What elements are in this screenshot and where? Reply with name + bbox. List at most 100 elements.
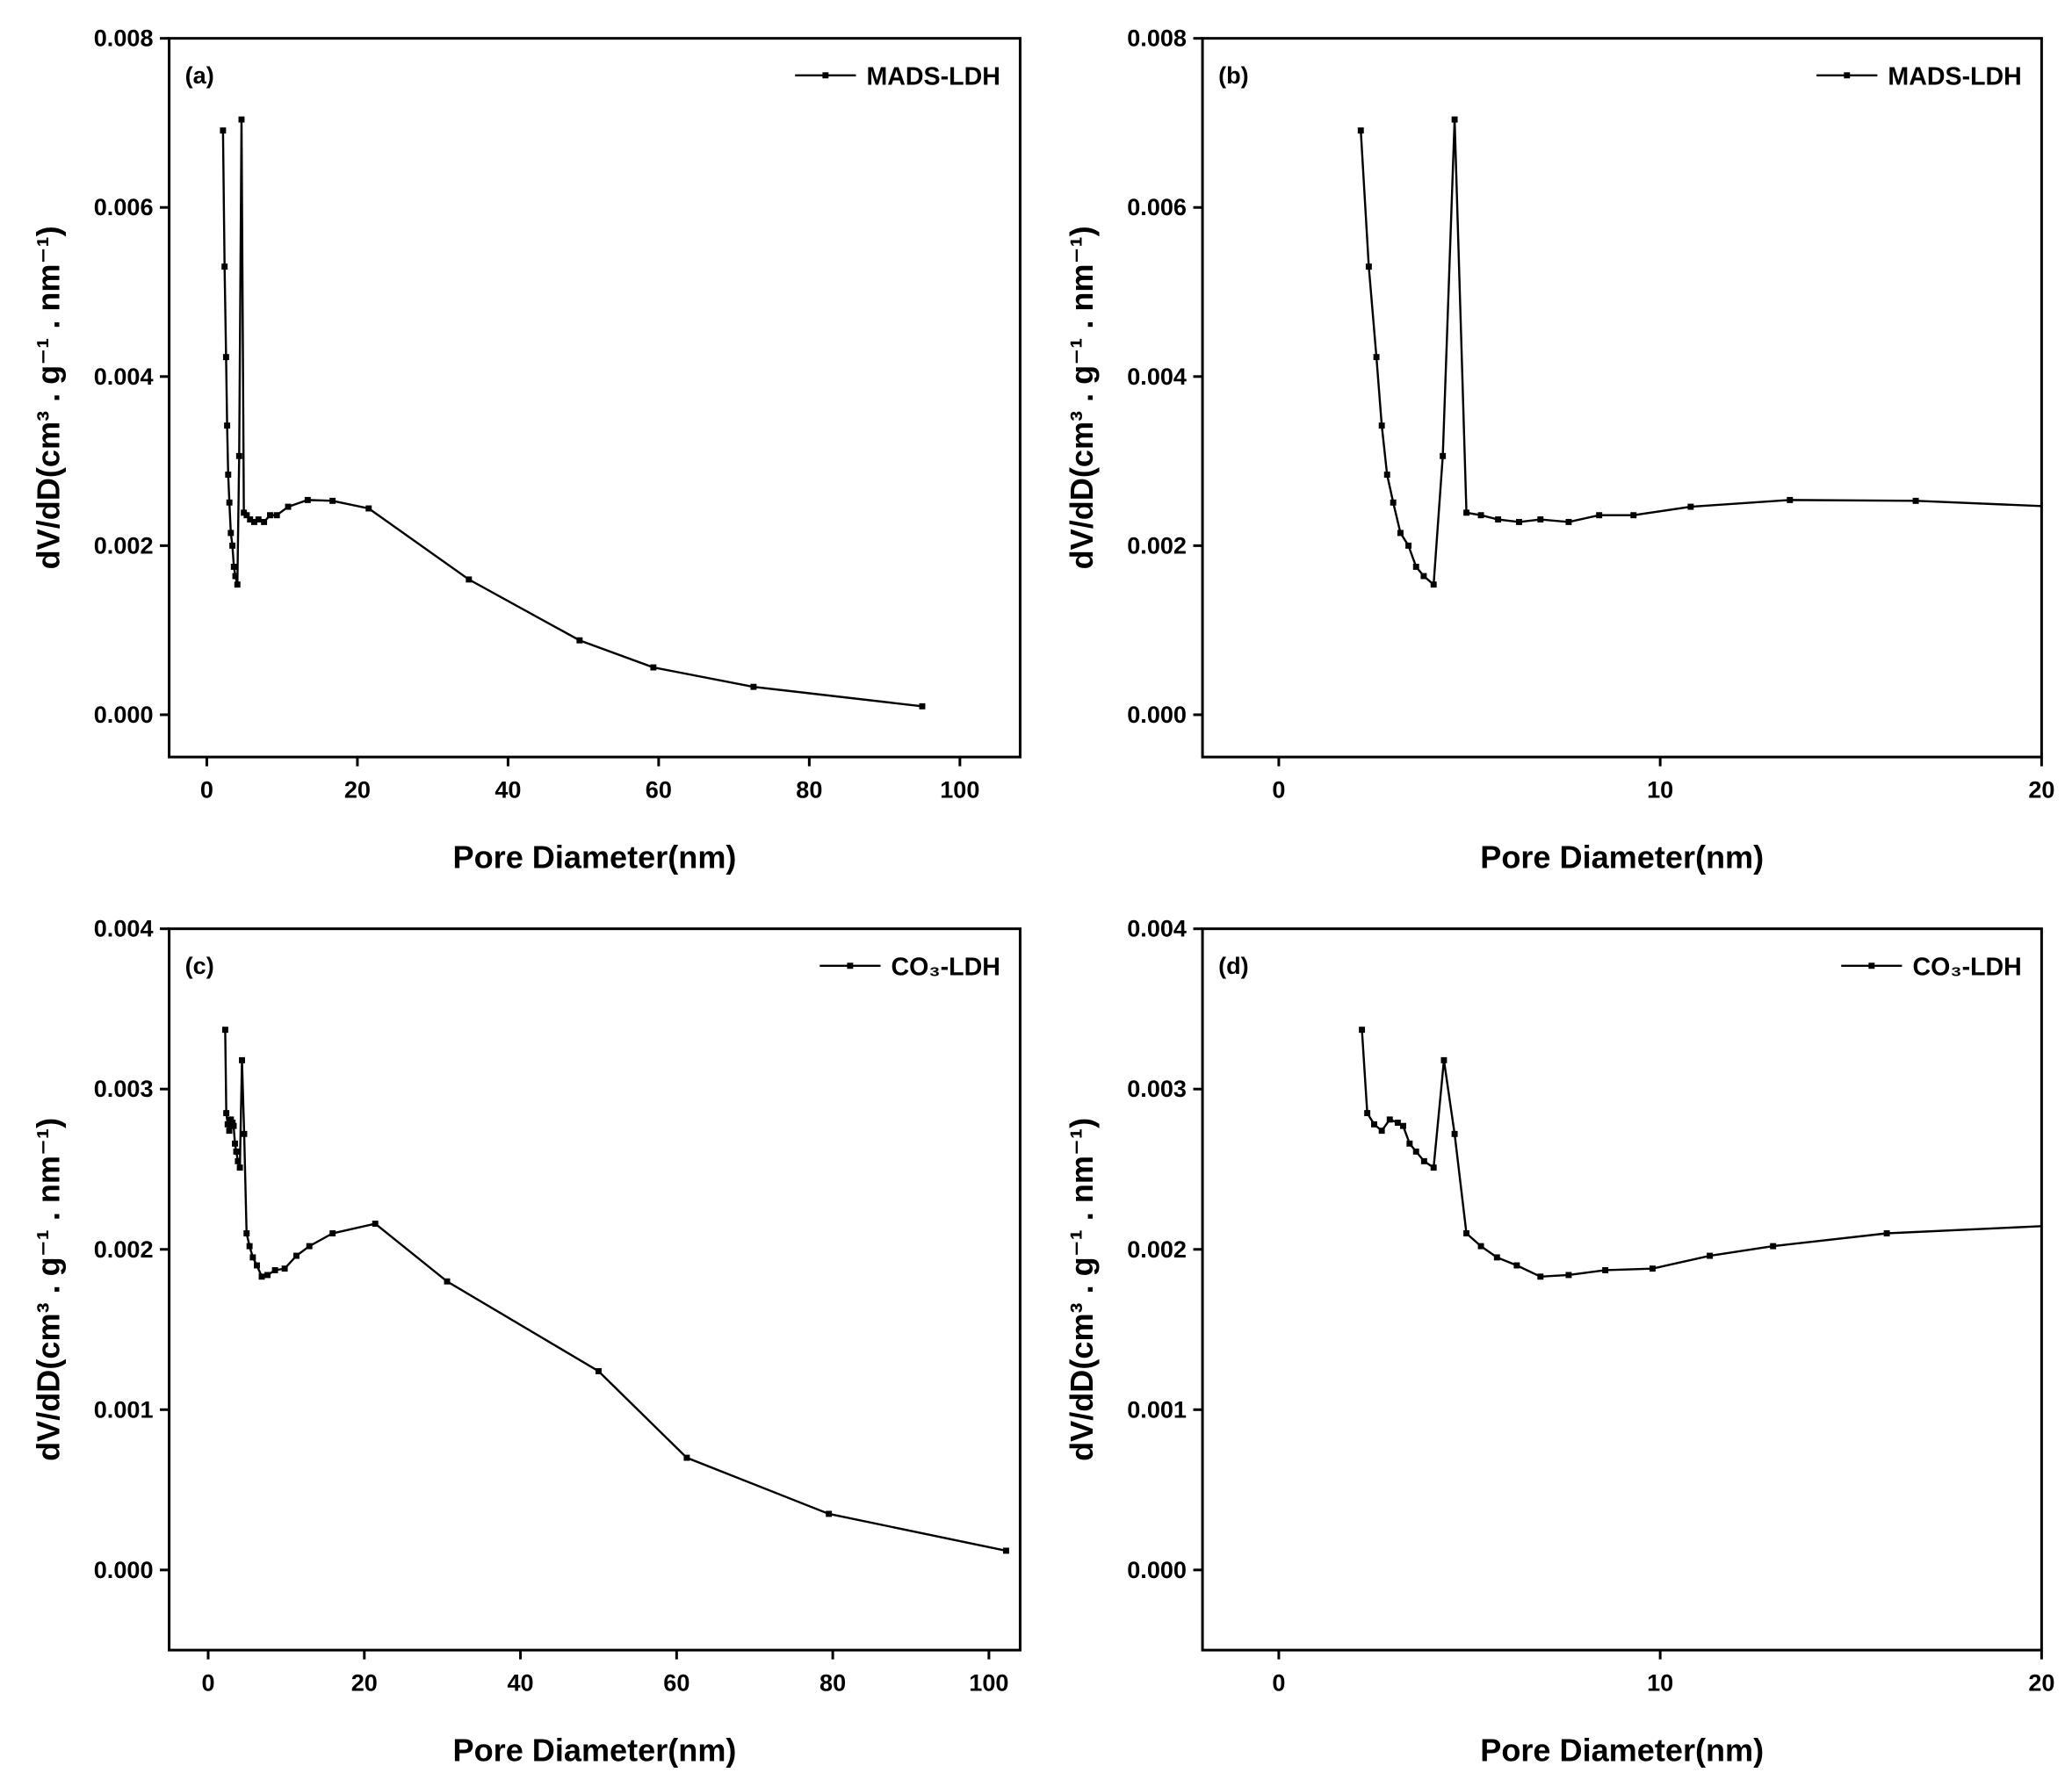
- x-tick-label: 20: [351, 1669, 378, 1697]
- data-line: [221, 119, 923, 708]
- y-tick-label: 0.000: [94, 701, 154, 728]
- plot-frame: [1201, 927, 2043, 1652]
- x-tick-label: 20: [2028, 1669, 2054, 1697]
- data-point: [444, 1278, 451, 1285]
- data-point: [292, 1252, 300, 1259]
- data-point: [232, 1140, 238, 1147]
- data-point: [1451, 1130, 1458, 1137]
- data-point: [1364, 1110, 1371, 1117]
- data-point: [1513, 1262, 1520, 1269]
- x-tick-label: 0: [201, 1669, 214, 1697]
- x-tick-label: 0: [200, 776, 213, 803]
- x-tick-label: 40: [508, 1669, 534, 1697]
- data-point: [225, 472, 232, 478]
- data-point: [227, 1116, 235, 1123]
- data-point: [249, 1254, 256, 1261]
- y-tick-label: 0.000: [1127, 1556, 1187, 1583]
- data-point: [826, 1510, 833, 1517]
- data-point: [239, 1056, 245, 1063]
- data-point: [226, 1128, 233, 1135]
- data-point: [1394, 1120, 1401, 1127]
- panel-label: (b): [1218, 61, 1249, 89]
- panel-label: (a): [185, 61, 214, 89]
- data-point: [1397, 530, 1404, 537]
- legend-label: MADS-LDH: [866, 62, 1000, 90]
- data-point: [281, 1265, 288, 1272]
- data-point: [1477, 1243, 1484, 1250]
- y-tick-label: 0.008: [94, 25, 154, 52]
- data-point: [1912, 497, 1919, 504]
- y-tick-label: 0.002: [94, 531, 154, 558]
- y-tick-label: 0.002: [94, 1236, 154, 1263]
- data-point: [224, 1120, 231, 1128]
- panel: 0 10 20 0.000 0.001 0.002 0.003 0.004 Pore Diame…: [1064, 915, 2054, 1769]
- x-tick-label: 80: [796, 776, 822, 803]
- y-axis-title: dV/dD(cm³ . g⁻¹ . nm⁻¹): [1064, 1118, 1100, 1461]
- data-line: [224, 1029, 1007, 1553]
- x-tick-label: 100: [969, 1669, 1008, 1697]
- data-point: [1412, 563, 1419, 570]
- data-point: [1565, 1272, 1572, 1279]
- panel-label: (d): [1218, 952, 1249, 979]
- panel-label: (c): [185, 952, 214, 979]
- data-point: [372, 1221, 379, 1228]
- data-point: [750, 683, 757, 690]
- data-point: [247, 516, 254, 522]
- panel: 0 20 40 60 80 100 0.000 0.001 0.002 0.003 0.004 Por…: [31, 915, 1022, 1768]
- data-point: [595, 1368, 602, 1374]
- y-tick-label: 0.004: [94, 915, 154, 942]
- panel: 0 20 40 60 80 100 0.000 0.002 0.004 0.006 0.008 Por…: [31, 25, 1022, 875]
- y-tick-label: 0.003: [94, 1075, 154, 1102]
- x-tick-label: 60: [646, 776, 672, 803]
- y-tick-label: 0.002: [1127, 531, 1187, 558]
- data-point: [224, 422, 231, 429]
- data-point: [232, 573, 239, 580]
- data-point: [1477, 512, 1484, 519]
- data-point: [1537, 1273, 1544, 1280]
- data-point: [329, 497, 336, 504]
- x-tick-label: 40: [495, 776, 521, 803]
- y-tick-label: 0.004: [94, 363, 154, 390]
- data-point: [229, 542, 236, 549]
- data-point: [1630, 512, 1637, 519]
- x-tick-label: 60: [663, 1669, 689, 1697]
- legend-marker: [847, 962, 854, 969]
- data-point: [1440, 452, 1447, 459]
- x-axis-title: Pore Diameter(nm): [453, 1732, 737, 1768]
- data-point: [329, 1230, 336, 1236]
- x-tick-label: 0: [1272, 776, 1285, 803]
- data-point: [222, 354, 229, 361]
- data-point: [223, 1110, 230, 1117]
- x-tick-label: 10: [1647, 776, 1673, 803]
- y-tick-label: 0.004: [1127, 915, 1187, 942]
- data-line: [1361, 1029, 2042, 1278]
- data-point: [1365, 263, 1372, 270]
- data-point: [1378, 422, 1385, 429]
- y-axis-title: dV/dD(cm³ . g⁻¹ . nm⁻¹): [1064, 226, 1100, 569]
- data-point: [241, 1130, 248, 1137]
- data-point: [285, 503, 292, 510]
- data-point: [221, 263, 228, 270]
- data-point: [1420, 1157, 1427, 1164]
- data-point: [264, 1272, 271, 1279]
- data-point: [304, 496, 311, 503]
- data-point: [919, 703, 926, 710]
- data-point: [1463, 1230, 1470, 1236]
- data-point: [238, 116, 245, 123]
- data-point: [1371, 1120, 1377, 1128]
- x-tick-label: 20: [2028, 776, 2054, 803]
- data-point: [1357, 127, 1364, 134]
- data-point: [1596, 512, 1603, 519]
- data-point: [273, 512, 280, 519]
- data-point: [1687, 503, 1694, 510]
- data-point: [234, 581, 241, 588]
- data-point: [1002, 1547, 1009, 1554]
- data-point: [1883, 1230, 1890, 1236]
- data-point: [230, 1122, 237, 1129]
- data-point: [246, 1243, 253, 1250]
- x-axis-title: Pore Diameter(nm): [1480, 1732, 1764, 1768]
- data-point: [1430, 581, 1437, 588]
- y-tick-label: 0.006: [1127, 193, 1187, 220]
- data-point: [235, 452, 242, 459]
